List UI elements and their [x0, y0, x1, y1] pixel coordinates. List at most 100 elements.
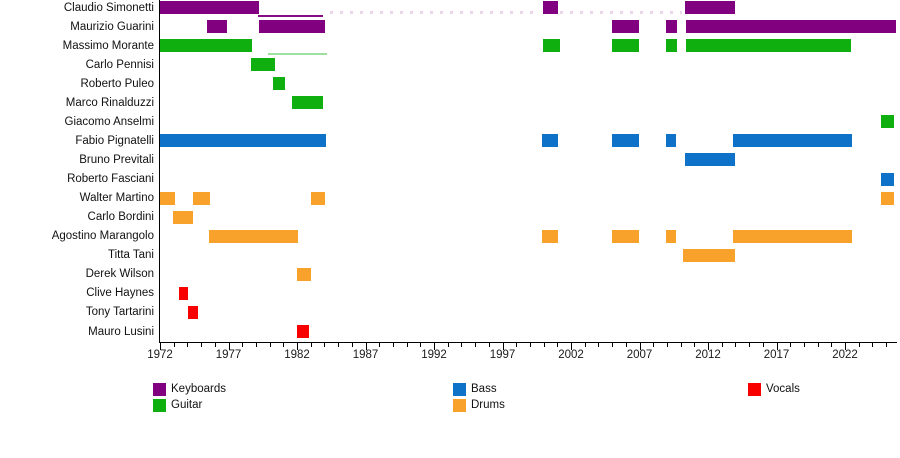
tick-label: 1972 [147, 348, 173, 361]
timeline-bar [665, 229, 676, 243]
minor-tick [694, 343, 696, 347]
timeline-bar [732, 134, 852, 148]
timeline-bar [542, 39, 561, 53]
minor-tick [392, 343, 394, 347]
member-label: Agostino Marangolo [51, 230, 154, 243]
tick-label: 2022 [832, 348, 858, 361]
y-axis-line [158, 0, 160, 344]
tick-label: 1977 [215, 348, 242, 361]
legend-label-bass: Bass [471, 383, 497, 395]
minor-tick [283, 343, 285, 347]
minor-tick [173, 343, 175, 347]
minor-tick [255, 343, 257, 347]
minor-tick [735, 343, 737, 347]
major-tick [845, 343, 847, 350]
timeline-bar [612, 134, 640, 148]
tick-label: 1987 [352, 348, 379, 361]
minor-tick [461, 343, 463, 347]
minor-tick [338, 343, 340, 347]
minor-tick [324, 343, 326, 347]
member-label: Maurizio Guarini [70, 20, 154, 33]
major-tick [502, 343, 504, 350]
timeline-bar [160, 1, 259, 14]
minor-tick [529, 343, 531, 347]
tick-label: 2017 [763, 348, 790, 361]
legend-label-vocals: Vocals [766, 383, 800, 395]
timeline-bar [192, 191, 210, 205]
member-label: Carlo Bordini [87, 211, 154, 224]
timeline-bar [258, 20, 326, 34]
timeline-bar [880, 115, 895, 129]
dashed-line [560, 11, 682, 14]
legend-swatch-vocals [748, 383, 761, 396]
timeline-bar [542, 229, 558, 243]
timeline-bar [612, 20, 640, 34]
x-axis-line [158, 342, 898, 344]
minor-tick [803, 343, 805, 347]
tick-label: 2007 [626, 348, 653, 361]
timeline-bar [880, 172, 895, 186]
member-label: Walter Martino [79, 192, 154, 205]
minor-tick [214, 343, 216, 347]
timeline-bar [880, 191, 895, 205]
major-tick [160, 343, 162, 350]
member-label: Titta Tani [107, 249, 154, 262]
minor-tick [201, 343, 203, 347]
minor-tick [666, 343, 668, 347]
minor-tick [379, 343, 381, 347]
timeline-bar [542, 1, 558, 14]
legend-label-guitar: Guitar [171, 399, 203, 411]
minor-tick [680, 343, 682, 347]
timeline-bar [686, 20, 896, 34]
timeline-bar [665, 134, 676, 148]
minor-tick [420, 343, 422, 347]
legend-swatch-guitar [153, 399, 166, 412]
timeline-bar [160, 191, 176, 205]
minor-tick [721, 343, 723, 347]
legend-label-keyboards: Keyboards [171, 383, 226, 395]
member-label: Massimo Morante [62, 39, 154, 52]
legend-label-drums: Drums [471, 399, 505, 411]
minor-tick [858, 343, 860, 347]
minor-tick [242, 343, 244, 347]
member-label: Mauro Lusini [88, 325, 154, 338]
minor-tick [598, 343, 600, 347]
timeline-bar [686, 39, 852, 53]
thin-line [268, 53, 328, 55]
minor-tick [310, 343, 312, 347]
minor-tick [584, 343, 586, 347]
member-label: Roberto Puleo [80, 77, 154, 90]
timeline-bar [251, 58, 276, 72]
timeline-bar [612, 39, 640, 53]
member-label: Bruno Previtali [79, 153, 154, 166]
minor-tick [749, 343, 751, 347]
minor-tick [612, 343, 614, 347]
timeline-bar [179, 286, 189, 300]
major-tick [434, 343, 436, 350]
legend-swatch-drums [453, 399, 466, 412]
legend-swatch-bass [453, 383, 466, 396]
minor-tick [817, 343, 819, 347]
member-label: Marco Rinalduzzi [65, 96, 154, 109]
timeline-bar [666, 39, 678, 53]
member-label: Derek Wilson [85, 268, 154, 281]
minor-tick [653, 343, 655, 347]
minor-tick [447, 343, 449, 347]
tick-label: 2012 [695, 348, 721, 361]
major-tick [639, 343, 641, 350]
member-label: Giacomo Anselmi [64, 115, 154, 128]
minor-tick [269, 343, 271, 347]
dashed-line [329, 11, 540, 14]
minor-tick [406, 343, 408, 347]
major-tick [708, 343, 710, 350]
minor-tick [872, 343, 874, 347]
member-label: Tony Tartarini [85, 306, 154, 319]
major-tick [571, 343, 573, 350]
timeline-bar [297, 267, 311, 281]
member-label: Roberto Fasciani [67, 173, 154, 186]
timeline-bar [310, 191, 326, 205]
timeline-bar [542, 134, 558, 148]
timeline-bar [292, 96, 324, 110]
minor-tick [475, 343, 477, 347]
legend-swatch-keyboards [153, 383, 166, 396]
